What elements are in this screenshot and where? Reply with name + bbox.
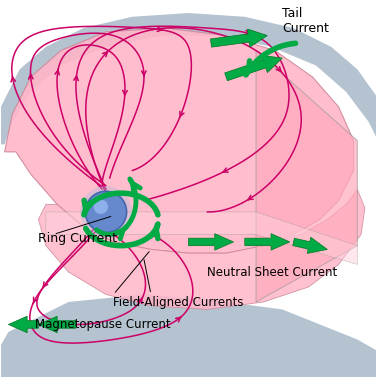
FancyArrow shape xyxy=(8,316,38,333)
FancyArrow shape xyxy=(210,29,267,47)
Polygon shape xyxy=(256,51,357,302)
Polygon shape xyxy=(46,212,357,264)
Circle shape xyxy=(85,191,127,233)
Text: Tail
Current: Tail Current xyxy=(282,7,329,35)
Polygon shape xyxy=(38,189,365,310)
Polygon shape xyxy=(0,13,377,152)
Circle shape xyxy=(80,186,132,238)
Text: Field-Aligned Currents: Field-Aligned Currents xyxy=(113,296,244,309)
FancyArrow shape xyxy=(225,55,282,81)
Text: Ring Current: Ring Current xyxy=(38,232,117,245)
FancyArrow shape xyxy=(245,234,290,250)
Text: Magnetopause Current: Magnetopause Current xyxy=(35,318,170,331)
FancyArrow shape xyxy=(188,234,233,250)
Text: Neutral Sheet Current: Neutral Sheet Current xyxy=(207,266,337,279)
FancyArrow shape xyxy=(38,316,76,333)
Polygon shape xyxy=(5,28,354,253)
Circle shape xyxy=(93,199,108,214)
FancyArrow shape xyxy=(293,237,327,253)
Polygon shape xyxy=(0,294,377,377)
